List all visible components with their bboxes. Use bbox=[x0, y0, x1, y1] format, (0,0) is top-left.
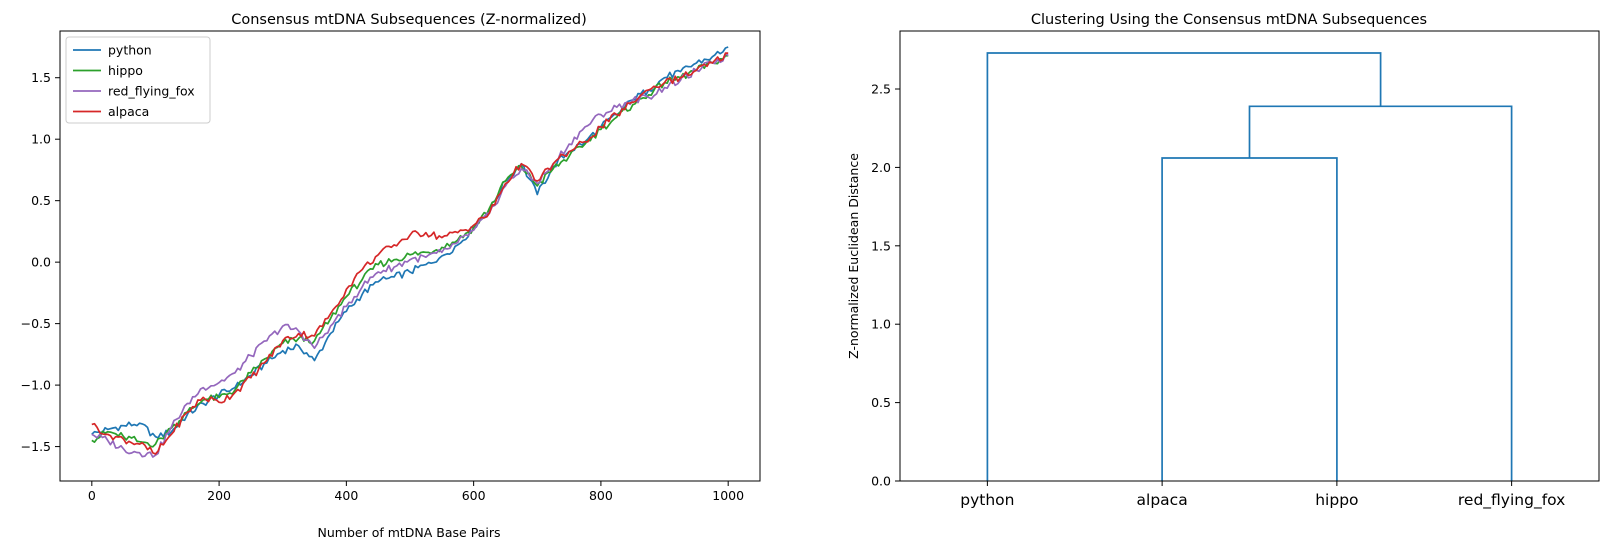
leaf-label-red_flying_fox: red_flying_fox bbox=[1458, 491, 1565, 510]
x-tick-label: 600 bbox=[462, 488, 486, 503]
y-tick-label: 1.5 bbox=[871, 238, 891, 253]
left-chart-series bbox=[91, 46, 729, 458]
legend-label-red_flying_fox: red_flying_fox bbox=[108, 84, 195, 99]
right-chart-frame bbox=[899, 30, 1600, 482]
y-tick-label: 1.5 bbox=[31, 70, 51, 85]
dendrogram-link-1 bbox=[1161, 157, 1338, 481]
y-tick-label: 0.5 bbox=[871, 395, 891, 410]
x-tick-label: 0 bbox=[88, 488, 96, 503]
y-tick-label: 0.0 bbox=[31, 255, 51, 270]
left-chart-frame bbox=[59, 30, 761, 482]
legend-label-alpaca: alpaca bbox=[108, 104, 149, 119]
leaf-label-python: python bbox=[960, 491, 1014, 509]
y-tick-label: 2.0 bbox=[871, 160, 891, 175]
leaf-label-hippo: hippo bbox=[1315, 491, 1358, 509]
y-tick-label: −1.0 bbox=[21, 378, 51, 393]
left-chart-xlabel: Number of mtDNA Base Pairs bbox=[318, 525, 501, 540]
dendrogram-leaf-labels: python alpaca hippo red_flying_fox bbox=[960, 481, 1565, 510]
dendrogram-links bbox=[986, 52, 1513, 481]
leaf-label-alpaca: alpaca bbox=[1137, 491, 1188, 509]
y-tick-label: 0.5 bbox=[31, 193, 51, 208]
dendrogram-link-2 bbox=[1248, 105, 1513, 481]
legend-box bbox=[65, 36, 211, 124]
legend-label-hippo: hippo bbox=[108, 63, 143, 78]
x-tick-label: 800 bbox=[589, 488, 613, 503]
y-tick-label: 1.0 bbox=[31, 132, 51, 147]
x-tick-label: 400 bbox=[334, 488, 358, 503]
left-chart-ticks: 0 200 400 600 800 1000 −1.5 −1.0 −0.5 0.0 0.5 1.0 1.… bbox=[21, 70, 744, 503]
right-chart-ticks: 0.0 0.5 1.0 1.5 2.0 2.5 bbox=[871, 82, 900, 489]
series-line-alpaca bbox=[91, 52, 729, 455]
y-tick-label: 2.5 bbox=[871, 82, 891, 97]
y-tick-label: −0.5 bbox=[21, 316, 51, 331]
dendrogram-chart: Clustering Using the Consensus mtDNA Sub… bbox=[846, 12, 1600, 510]
x-tick-label: 200 bbox=[207, 488, 231, 503]
y-tick-label: 1.0 bbox=[871, 317, 891, 332]
legend-label-python: python bbox=[108, 43, 152, 58]
line-chart: Consensus mtDNA Subsequences (Z-normaliz… bbox=[21, 12, 761, 540]
x-tick-label: 1000 bbox=[712, 488, 744, 503]
y-tick-label: 0.0 bbox=[871, 474, 891, 489]
right-chart-title: Clustering Using the Consensus mtDNA Sub… bbox=[1031, 12, 1427, 28]
left-chart-title: Consensus mtDNA Subsequences (Z-normaliz… bbox=[231, 12, 587, 28]
y-tick-label: −1.5 bbox=[21, 439, 51, 454]
right-chart-ylabel: Z-normalized Euclidean Distance bbox=[846, 153, 861, 359]
dendrogram-link-3 bbox=[986, 52, 1382, 481]
